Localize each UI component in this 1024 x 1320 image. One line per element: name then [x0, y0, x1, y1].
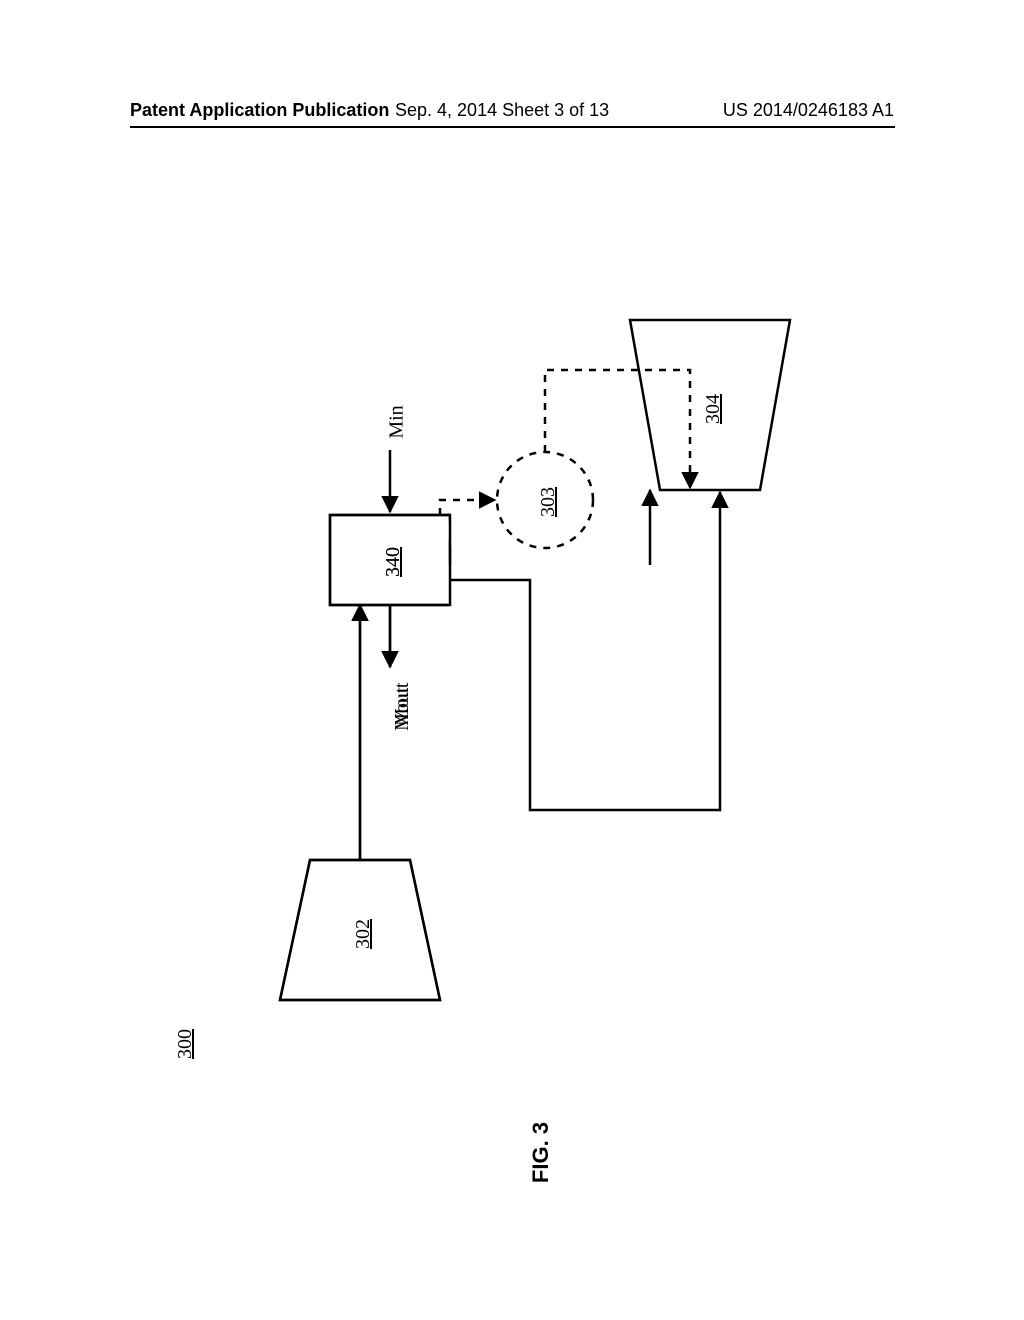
diagram-svg: 300 302 340 Min Mout: [130, 170, 895, 1200]
erase-old-solid: [448, 565, 658, 865]
header-rule: [130, 126, 895, 128]
mout-label-2: Mout: [391, 687, 413, 731]
min-label: Min: [386, 405, 408, 438]
edge-303-to-turbine-dashed: [545, 370, 690, 488]
system-ref-label: 300: [174, 1029, 196, 1059]
turbine-node: 304: [630, 320, 790, 490]
circle-ref-label-2: 303: [537, 487, 559, 517]
header-left: Patent Application Publication: [130, 100, 389, 121]
diagram: 300 302 340 Min Mout: [130, 170, 895, 1200]
compressor-node: 302: [280, 860, 440, 1000]
compressor-ref-label: 302: [352, 919, 374, 949]
block-ref-label-2: 340: [382, 547, 404, 577]
header-center: Sep. 4, 2014 Sheet 3 of 13: [395, 100, 609, 121]
turbine-ref-label: 304: [702, 394, 724, 424]
page: Patent Application Publication Sep. 4, 2…: [0, 0, 1024, 1320]
figure-caption: FIG. 3: [528, 1122, 553, 1183]
header-right: US 2014/0246183 A1: [723, 100, 894, 121]
